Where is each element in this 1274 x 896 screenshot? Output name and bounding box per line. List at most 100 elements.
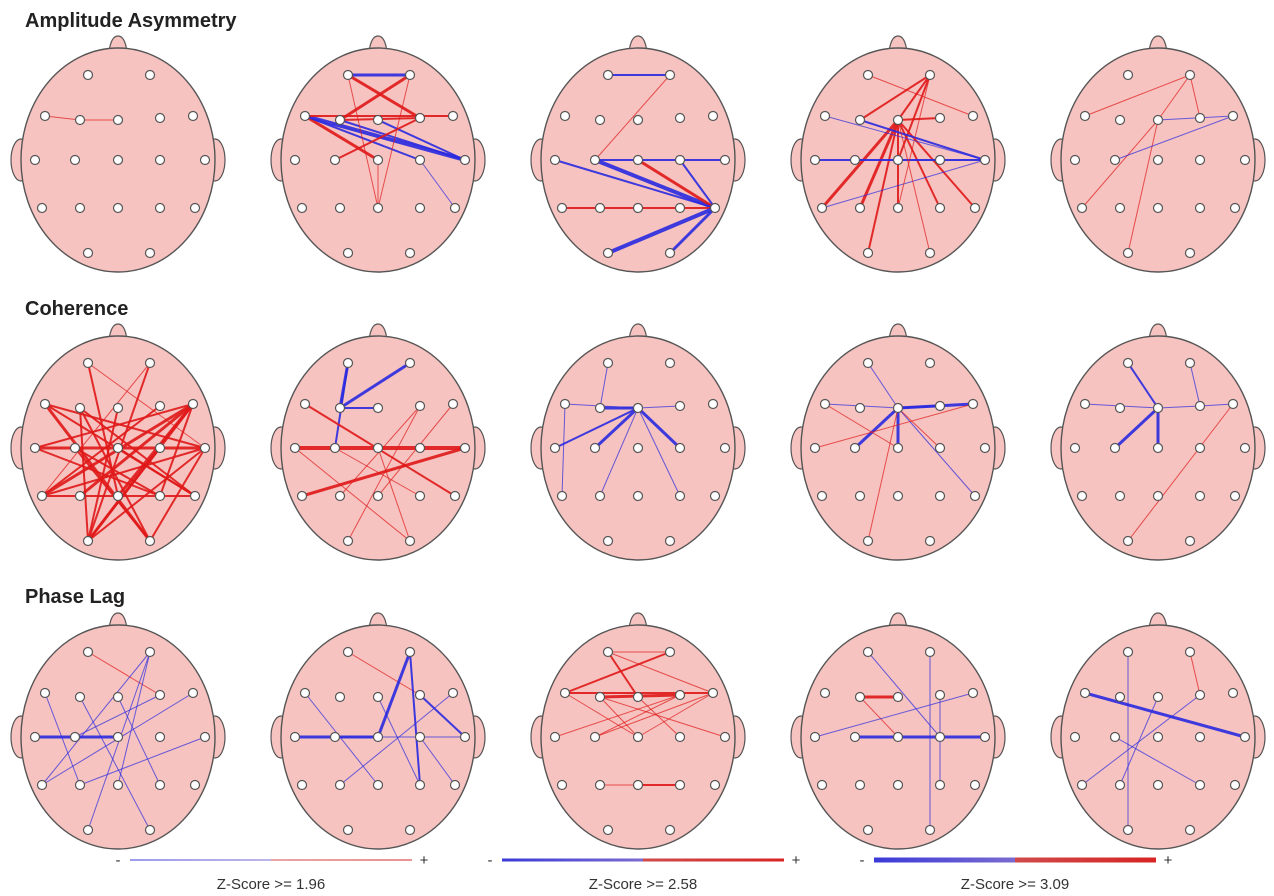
- electrode: [818, 204, 827, 213]
- electrode: [146, 826, 155, 835]
- electrode: [604, 826, 613, 835]
- electrode: [71, 156, 80, 165]
- head-map: [271, 324, 485, 560]
- electrode: [971, 492, 980, 501]
- electrode: [591, 156, 600, 165]
- electrode: [1081, 112, 1090, 121]
- electrode: [374, 693, 383, 702]
- electrode: [84, 249, 93, 258]
- electrode: [41, 689, 50, 698]
- electrode: [969, 112, 978, 121]
- electrode: [634, 156, 643, 165]
- electrode: [711, 492, 720, 501]
- electrode: [926, 249, 935, 258]
- electrode: [634, 204, 643, 213]
- electrode: [634, 781, 643, 790]
- electrode: [864, 537, 873, 546]
- electrode: [298, 204, 307, 213]
- electrode: [864, 249, 873, 258]
- electrode: [1124, 71, 1133, 80]
- electrode: [1124, 249, 1133, 258]
- electrode: [1116, 693, 1125, 702]
- electrode: [374, 156, 383, 165]
- electrode: [596, 492, 605, 501]
- electrode: [449, 689, 458, 698]
- electrode: [818, 492, 827, 501]
- electrode: [864, 826, 873, 835]
- electrode: [936, 691, 945, 700]
- electrode: [634, 404, 643, 413]
- electrode: [851, 733, 860, 742]
- electrode: [676, 691, 685, 700]
- electrode: [1186, 537, 1195, 546]
- electrode: [1116, 781, 1125, 790]
- electrode: [76, 116, 85, 125]
- electrode: [331, 156, 340, 165]
- electrode: [604, 71, 613, 80]
- electrode: [561, 400, 570, 409]
- electrode: [291, 444, 300, 453]
- electrode: [936, 781, 945, 790]
- electrode: [1124, 826, 1133, 835]
- electrode: [1196, 444, 1205, 453]
- electrode: [1081, 400, 1090, 409]
- electrode: [596, 116, 605, 125]
- electrode: [114, 733, 123, 742]
- electrode: [851, 444, 860, 453]
- electrode: [191, 781, 200, 790]
- electrode: [1071, 156, 1080, 165]
- electrode: [406, 826, 415, 835]
- electrode: [666, 826, 675, 835]
- electrode: [76, 781, 85, 790]
- electrode: [1111, 156, 1120, 165]
- electrode: [551, 733, 560, 742]
- electrode: [894, 204, 903, 213]
- electrode: [1196, 204, 1205, 213]
- electrode: [76, 693, 85, 702]
- electrode: [31, 444, 40, 453]
- electrode: [856, 404, 865, 413]
- electrode: [416, 204, 425, 213]
- electrode: [709, 112, 718, 121]
- electrode: [84, 826, 93, 835]
- electrode: [666, 359, 675, 368]
- electrode: [1196, 402, 1205, 411]
- electrode: [374, 116, 383, 125]
- electrode: [1241, 444, 1250, 453]
- electrode: [41, 112, 50, 121]
- electrode: [1116, 204, 1125, 213]
- row-title: Phase Lag: [25, 586, 125, 608]
- electrode: [1196, 733, 1205, 742]
- electrode: [596, 693, 605, 702]
- electrode: [894, 693, 903, 702]
- legend-plus: +: [1164, 852, 1173, 869]
- legend-minus: -: [488, 852, 493, 869]
- electrode: [551, 156, 560, 165]
- electrode: [596, 404, 605, 413]
- electrode: [344, 537, 353, 546]
- electrode: [894, 156, 903, 165]
- electrode: [596, 204, 605, 213]
- row-title: Coherence: [25, 298, 128, 320]
- electrode: [201, 156, 210, 165]
- electrode: [416, 114, 425, 123]
- electrode: [146, 648, 155, 657]
- head-maps: [11, 36, 1265, 849]
- electrode: [374, 733, 383, 742]
- electrode: [666, 249, 675, 258]
- electrode: [1186, 648, 1195, 657]
- electrode: [551, 444, 560, 453]
- electrode: [336, 404, 345, 413]
- electrode: [189, 400, 198, 409]
- electrode: [818, 781, 827, 790]
- electrode: [821, 689, 830, 698]
- electrode: [676, 204, 685, 213]
- electrode: [856, 204, 865, 213]
- legend-bar: [502, 859, 784, 862]
- legend-minus: -: [116, 852, 121, 869]
- legend-bar: [130, 860, 412, 861]
- electrode: [406, 359, 415, 368]
- electrode: [344, 648, 353, 657]
- electrode: [461, 444, 470, 453]
- electrode: [936, 114, 945, 123]
